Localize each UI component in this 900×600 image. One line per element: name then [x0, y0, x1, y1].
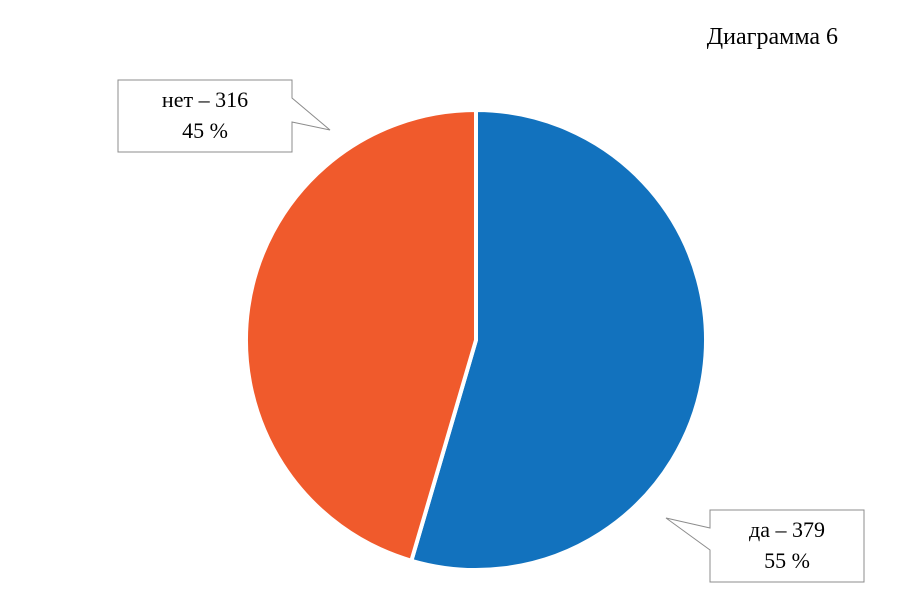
chart-title: Диаграмма 6 [707, 24, 838, 50]
callout-da-line1: да – 379 [749, 517, 825, 542]
callout-da: да – 379 55 % [665, 509, 865, 583]
pie-slices [244, 107, 708, 572]
pie-slice-da [408, 107, 708, 572]
callout-net-line1: нет – 316 [162, 87, 248, 112]
callout-da-line2: 55 % [764, 548, 810, 573]
callout-da-box [665, 509, 865, 583]
callout-net-box [117, 79, 331, 153]
pie-slice-net [244, 107, 478, 564]
callout-net: нет – 316 45 % [117, 79, 331, 153]
callout-net-line2: 45 % [182, 118, 228, 143]
